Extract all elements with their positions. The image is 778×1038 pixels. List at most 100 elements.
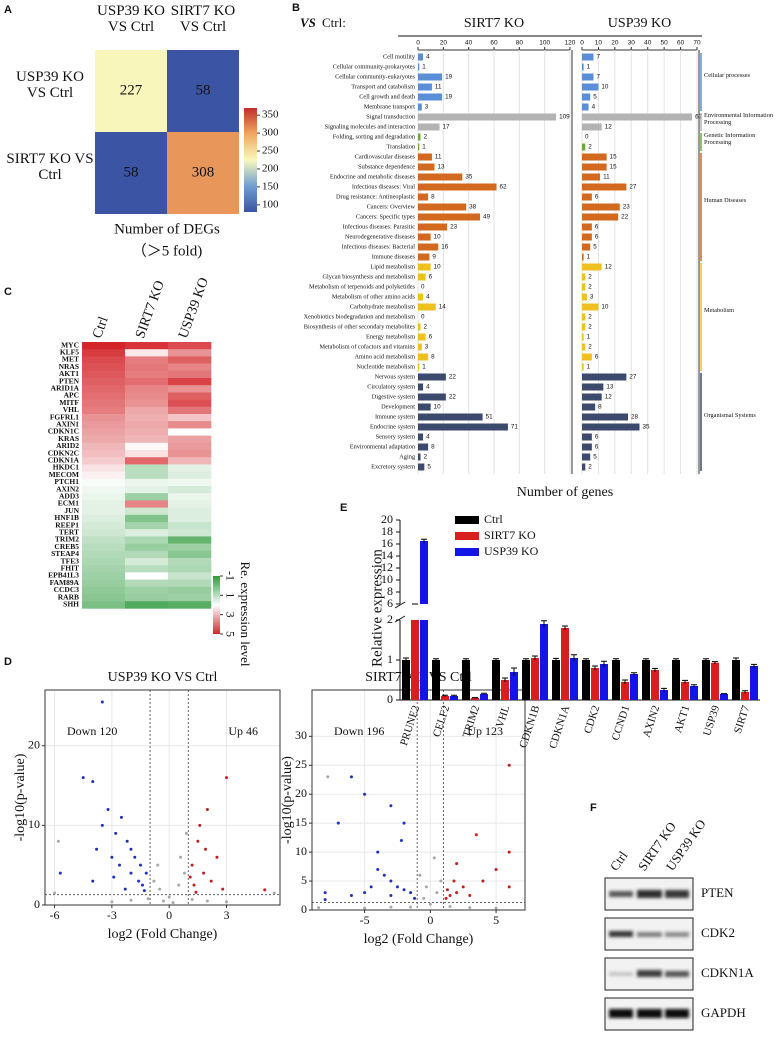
value-label: 4 — [426, 384, 430, 391]
category-label: Development — [381, 403, 415, 410]
bar — [690, 686, 698, 700]
column-label: SIRT7 KO — [133, 279, 168, 341]
x-tick-label: PRUNE2 — [398, 704, 422, 747]
value-label: 7 — [597, 74, 601, 81]
point — [481, 879, 485, 883]
point — [409, 891, 413, 895]
error-bar — [643, 658, 649, 662]
cell-value: 308 — [192, 164, 215, 180]
gene-label: MET — [62, 355, 79, 364]
bar — [582, 63, 584, 71]
axis-break — [394, 615, 406, 623]
error-bar — [751, 663, 757, 668]
x-tick-label: 0 — [166, 908, 172, 922]
legend-swatch — [455, 516, 479, 524]
bar — [418, 273, 426, 281]
group-label: Genetic Information Processing — [704, 133, 756, 146]
bar — [418, 303, 436, 311]
point — [167, 895, 171, 899]
point — [445, 888, 449, 892]
bar — [582, 333, 584, 341]
series-title: USP39 KO — [608, 16, 671, 31]
colorbar-tick-label: -1 — [223, 571, 237, 581]
heat-cell — [168, 572, 212, 580]
bar — [582, 213, 619, 221]
value-label: 1 — [587, 364, 591, 371]
bar — [582, 293, 587, 301]
value-label: 5 — [593, 94, 597, 101]
point — [461, 885, 465, 889]
x-axis-label: Number of DEGs — [114, 221, 220, 237]
value-label: 6 — [595, 234, 599, 241]
group-label-box: Cellular processes — [704, 73, 750, 79]
bar — [450, 696, 458, 700]
point — [468, 906, 472, 910]
heat-cell — [95, 132, 167, 214]
x-tick-label: CELF2 — [431, 704, 452, 739]
group-label: Metabolism — [704, 308, 735, 314]
category-label: Neurodegenerative diseases — [345, 233, 416, 240]
heat-cell — [168, 543, 212, 552]
x-tick-label: 40 — [465, 40, 473, 47]
point — [389, 804, 393, 808]
protein-label: CDKN1A — [701, 965, 754, 980]
value-label: 2 — [588, 284, 592, 291]
point — [272, 891, 276, 895]
value-label: 23 — [623, 204, 631, 211]
bar — [582, 153, 607, 161]
value-label: 10 — [601, 304, 609, 311]
point — [349, 775, 353, 779]
bar — [582, 463, 586, 471]
error-bar — [742, 690, 748, 694]
panel-letter: D — [4, 656, 12, 668]
heat-cell — [168, 579, 212, 588]
annotation: Up 46 — [228, 724, 258, 738]
bar — [418, 433, 424, 441]
error-bar — [712, 661, 718, 664]
protein-label: CDK2 — [701, 925, 735, 940]
category-label: Infectious diseases: Parasitic — [343, 223, 416, 230]
x-tick-label: -3 — [107, 908, 117, 922]
bar — [418, 133, 421, 141]
x-tick-label: 50 — [661, 40, 669, 47]
heat-cell — [168, 478, 212, 487]
point — [133, 855, 137, 859]
heat-cell — [82, 464, 126, 472]
value-label: 19 — [445, 74, 453, 81]
category-label: Infectious diseases: Viral — [352, 183, 415, 190]
point — [424, 885, 428, 889]
error-bar — [532, 655, 538, 660]
bar — [582, 353, 592, 361]
value-label: 8 — [431, 354, 435, 361]
point — [507, 763, 511, 767]
column-label: Ctrl — [90, 315, 112, 341]
value-label: 1 — [422, 144, 426, 151]
error-bar — [433, 658, 439, 662]
heat-cell — [82, 543, 126, 552]
bar — [418, 143, 420, 151]
heat-cell — [125, 450, 169, 458]
heat-cell — [168, 428, 212, 436]
point — [376, 867, 380, 871]
bar — [582, 73, 594, 81]
category-label: Immune diseases — [372, 253, 416, 260]
gene-label: AXIN2 — [56, 484, 79, 493]
y-tick-label: 10 — [381, 572, 393, 586]
bar — [411, 620, 419, 700]
y-tick-label: 1 — [387, 652, 393, 666]
error-bar — [673, 658, 679, 662]
heat-cell — [82, 536, 126, 544]
heat-cell — [125, 500, 169, 508]
point — [448, 894, 452, 898]
point — [409, 905, 413, 909]
bar — [418, 463, 425, 471]
bar — [582, 163, 607, 171]
value-label: 11 — [435, 154, 442, 161]
gene-label: HNF1B — [54, 513, 79, 522]
bar — [621, 682, 629, 700]
value-label: 0 — [421, 314, 425, 321]
value-label: 4 — [426, 434, 430, 441]
bar — [418, 253, 430, 261]
bar — [582, 660, 590, 700]
error-bar — [571, 654, 577, 662]
